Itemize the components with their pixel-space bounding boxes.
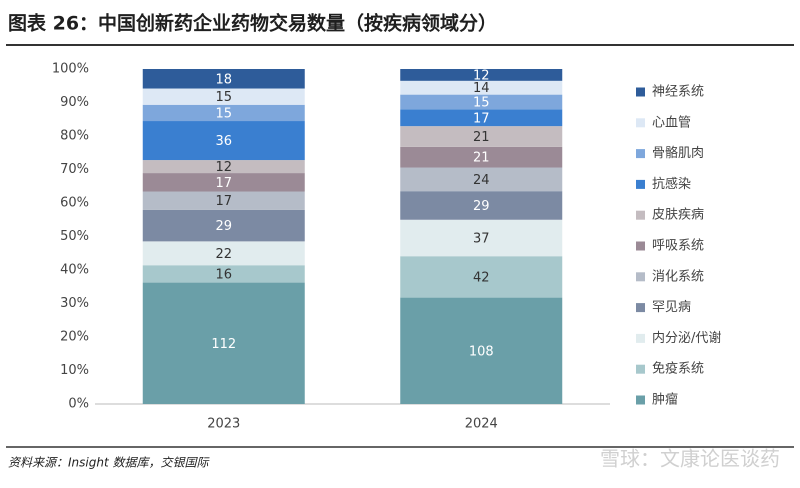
legend-label: 神经系统: [652, 85, 704, 100]
bar-segment: [400, 191, 563, 220]
y-tick-label: 30%: [60, 296, 89, 311]
y-tick-label: 50%: [60, 229, 89, 244]
x-tick-label: 2023: [207, 417, 240, 432]
x-tick-label: 2024: [465, 417, 498, 432]
data-label: 112: [211, 337, 236, 352]
y-tick-label: 100%: [52, 62, 89, 77]
bar-segment: [142, 209, 305, 242]
bar-segment: [400, 94, 563, 110]
data-label: 15: [215, 90, 232, 105]
data-label: 108: [469, 344, 494, 359]
bar-segment: [400, 109, 563, 127]
legend-swatch: [636, 149, 645, 159]
legend-swatch: [636, 272, 645, 282]
bar-segment: [400, 219, 563, 257]
bar-segment: [142, 241, 305, 266]
data-label: 15: [473, 96, 490, 111]
data-label: 29: [473, 199, 490, 214]
bar-segment: [142, 160, 305, 174]
bar-segment: [400, 256, 563, 298]
bar-segment: [400, 80, 563, 95]
bar-segment: [142, 121, 305, 161]
data-label: 29: [215, 219, 232, 234]
bar-segment: [400, 297, 563, 404]
data-label: 17: [215, 176, 232, 191]
y-tick-label: 80%: [60, 129, 89, 144]
bar-segment: [142, 282, 305, 404]
data-label: 15: [215, 106, 232, 121]
y-tick-label: 0%: [68, 397, 89, 412]
bar-segment: [400, 146, 563, 168]
legend-label: 内分泌/代谢: [652, 330, 721, 346]
legend-swatch: [636, 333, 645, 343]
legend-label: 免疫系统: [652, 361, 704, 377]
data-label: 21: [473, 151, 490, 166]
source: 资料来源：Insight 数据库，交银国际: [8, 456, 210, 470]
data-label: 37: [473, 231, 490, 246]
y-tick-label: 20%: [60, 330, 89, 345]
y-tick-label: 10%: [60, 363, 89, 378]
legend-label: 抗感染: [652, 176, 691, 192]
data-label: 12: [473, 68, 490, 83]
bar-segment: [142, 104, 305, 122]
y-tick-label: 40%: [60, 263, 89, 278]
data-label: 24: [473, 173, 490, 188]
legend-label: 肿瘤: [652, 392, 678, 408]
legend-swatch: [636, 241, 645, 251]
data-label: 17: [473, 111, 490, 126]
data-label: 21: [473, 130, 490, 145]
data-label: 36: [215, 134, 232, 149]
legend-label: 骨骼肌肉: [652, 145, 704, 161]
bar-segment: [142, 191, 305, 210]
legend-label: 皮肤疾病: [652, 208, 704, 223]
data-label: 14: [473, 81, 490, 96]
bar-segment: [142, 69, 305, 89]
bar-segment: [142, 173, 305, 192]
legend-swatch: [636, 364, 645, 374]
legend-label: 心血管: [652, 115, 691, 130]
legend-swatch: [636, 303, 645, 313]
data-label: 12: [215, 160, 232, 175]
bar-segment: [142, 265, 305, 283]
bar-segment: [142, 88, 305, 105]
data-label: 18: [215, 72, 232, 87]
legend-label: 消化系统: [652, 269, 704, 284]
legend-swatch: [636, 395, 645, 405]
data-label: 17: [215, 194, 232, 209]
legend-swatch: [636, 87, 645, 97]
y-tick-label: 70%: [60, 162, 89, 177]
legend-label: 呼吸系统: [652, 239, 704, 254]
bar-segment: [400, 69, 563, 81]
data-label: 16: [215, 267, 232, 282]
legend-swatch: [636, 179, 645, 189]
bar-segment: [400, 126, 563, 147]
legend-swatch: [636, 118, 645, 128]
watermark: 雪球：文康论医谈药: [600, 447, 780, 471]
y-tick-label: 90%: [60, 95, 89, 110]
y-tick-label: 60%: [60, 196, 89, 211]
legend-label: 罕见病: [652, 300, 691, 315]
data-label: 42: [473, 270, 490, 285]
chart-title: 图表 26：中国创新药企业药物交易数量（按疾病领域分）: [8, 12, 497, 35]
bar-segment: [400, 167, 563, 192]
legend-swatch: [636, 210, 645, 220]
data-label: 22: [215, 247, 232, 262]
